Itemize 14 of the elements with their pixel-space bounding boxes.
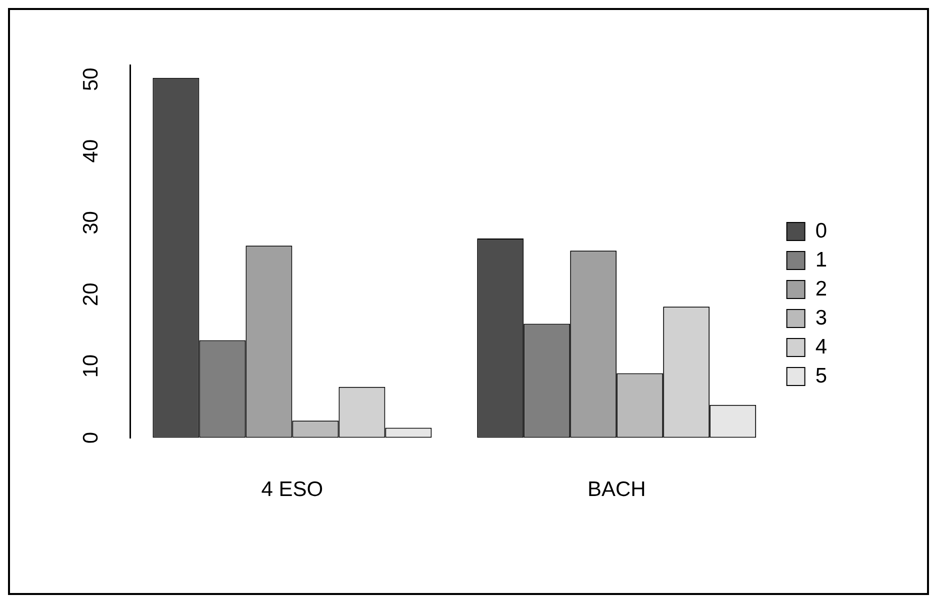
legend-label: 5 <box>815 364 828 388</box>
y-tick-label: 40 <box>79 139 102 163</box>
legend-label: 3 <box>815 306 828 330</box>
y-tick-label: 50 <box>79 68 102 92</box>
legend-label: 2 <box>815 277 828 300</box>
y-tick-label: 20 <box>79 282 102 306</box>
legend-label: 1 <box>815 248 828 272</box>
y-tick-label: 0 <box>79 432 102 444</box>
x-tick-label: 4 ESO <box>261 478 324 502</box>
legend-label: 0 <box>815 219 828 242</box>
legend-label: 4 <box>815 335 828 358</box>
x-tick-label: BACH <box>587 478 646 502</box>
y-tick-label: 30 <box>79 211 102 234</box>
y-tick-label: 10 <box>79 354 102 378</box>
